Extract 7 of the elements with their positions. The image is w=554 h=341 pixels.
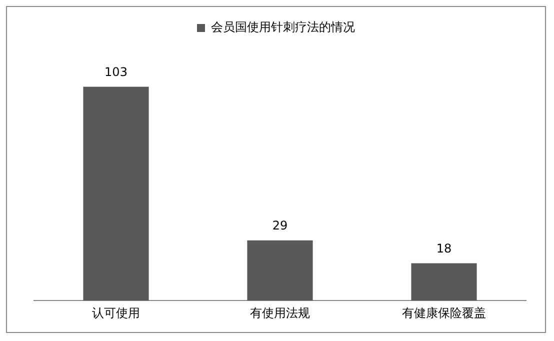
x-tick-label: 有使用法规	[250, 306, 310, 320]
x-tick-label: 认可使用	[92, 306, 140, 320]
x-tick-label: 有健康保险覆盖	[402, 306, 486, 320]
legend-label: 会员国使用针刺疗法的情况	[211, 20, 355, 34]
data-label: 18	[436, 241, 452, 256]
data-label: 103	[104, 64, 128, 79]
data-label: 29	[272, 218, 288, 233]
